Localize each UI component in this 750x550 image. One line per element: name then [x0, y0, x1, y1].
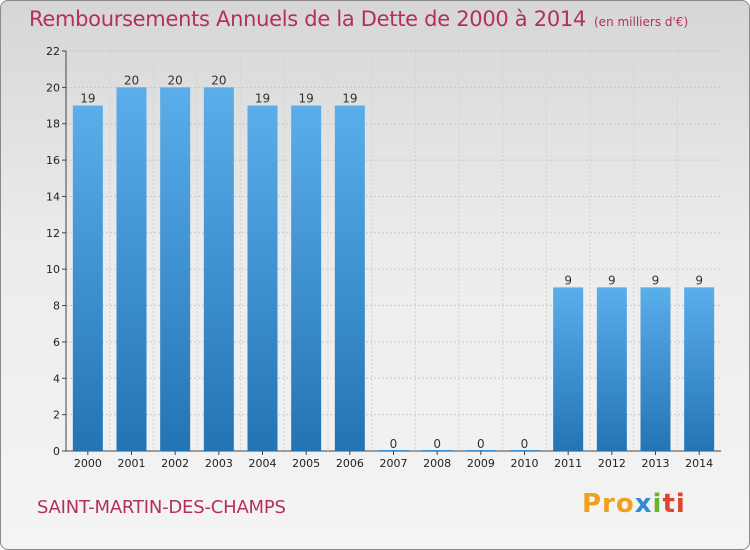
- labels: 19 20 20 20 19 19 19 0 0 0 0 9 9 9 9: [80, 73, 703, 451]
- x-tick-label-2003: 2003: [205, 457, 233, 470]
- value-label-2003: 20: [211, 73, 226, 87]
- value-label-2001: 20: [124, 73, 139, 87]
- y-tick-label: 22: [46, 45, 60, 58]
- bar-2003: [203, 87, 234, 451]
- bar-2010: [509, 450, 540, 451]
- bar-2005: [291, 105, 322, 451]
- bar-2008: [422, 450, 453, 451]
- bar-2004: [247, 105, 278, 451]
- y-tick-label: 0: [53, 445, 60, 458]
- x-tick-label-2008: 2008: [423, 457, 451, 470]
- x-tick-label-2005: 2005: [292, 457, 320, 470]
- value-label-2002: 20: [168, 73, 183, 87]
- logo-part: i: [652, 489, 663, 519]
- x-tick-label-2009: 2009: [467, 457, 495, 470]
- bar-2006: [334, 105, 365, 451]
- commune-name: SAINT-MARTIN-DES-CHAMPS: [37, 497, 286, 518]
- value-label-2004: 19: [255, 92, 270, 106]
- value-label-2007: 0: [390, 437, 398, 451]
- bar-2009: [465, 450, 496, 451]
- chart-title: Remboursements Annuels de la Dette de 20…: [29, 7, 688, 31]
- x-tick-label-2002: 2002: [161, 457, 189, 470]
- bars: [72, 87, 715, 451]
- value-label-2013: 9: [652, 273, 660, 287]
- bar-2011: [553, 287, 584, 451]
- y-tick-label: 4: [53, 372, 60, 385]
- x-tick-label-2011: 2011: [554, 457, 582, 470]
- x-tick-label-2010: 2010: [511, 457, 539, 470]
- y-tick-label: 14: [46, 190, 60, 203]
- logo-part: x: [634, 489, 653, 519]
- x-tick-label-2012: 2012: [598, 457, 626, 470]
- bar-2000: [72, 105, 103, 451]
- bar-2007: [378, 450, 409, 451]
- x-tick-label-2001: 2001: [118, 457, 146, 470]
- value-label-2000: 19: [80, 92, 95, 106]
- bar-2013: [640, 287, 671, 451]
- x-tick-label-2013: 2013: [642, 457, 670, 470]
- value-label-2005: 19: [299, 92, 314, 106]
- logo-part: Pro: [582, 489, 635, 519]
- proxiti-logo[interactable]: Proxiti: [582, 489, 686, 519]
- y-tick-label: 8: [53, 300, 60, 313]
- y-tick-label: 18: [46, 118, 60, 131]
- value-label-2011: 9: [564, 273, 572, 287]
- x-tick-label-2006: 2006: [336, 457, 364, 470]
- value-label-2014: 9: [695, 273, 703, 287]
- value-label-2008: 0: [433, 437, 441, 451]
- value-label-2012: 9: [608, 273, 616, 287]
- value-label-2009: 0: [477, 437, 485, 451]
- bar-2002: [160, 87, 191, 451]
- bar-2014: [684, 287, 715, 451]
- bar-2012: [596, 287, 627, 451]
- value-label-2010: 0: [521, 437, 529, 451]
- value-label-2006: 19: [342, 92, 357, 106]
- x-tick-label-2007: 2007: [380, 457, 408, 470]
- y-tick-label: 2: [53, 409, 60, 422]
- y-tick-label: 12: [46, 227, 60, 240]
- unit-note: (en milliers d'€): [594, 15, 689, 29]
- x-tick-label-2000: 2000: [74, 457, 102, 470]
- y-tick-label: 16: [46, 154, 60, 167]
- y-tick-label: 10: [46, 263, 60, 276]
- x-tick-label-2014: 2014: [685, 457, 713, 470]
- logo-part: ti: [662, 489, 686, 519]
- y-tick-label: 6: [53, 336, 60, 349]
- y-tick-label: 20: [46, 81, 60, 94]
- title-text: Remboursements Annuels de la Dette de 20…: [29, 7, 586, 31]
- bar-2001: [116, 87, 147, 451]
- x-tick-label-2004: 2004: [249, 457, 277, 470]
